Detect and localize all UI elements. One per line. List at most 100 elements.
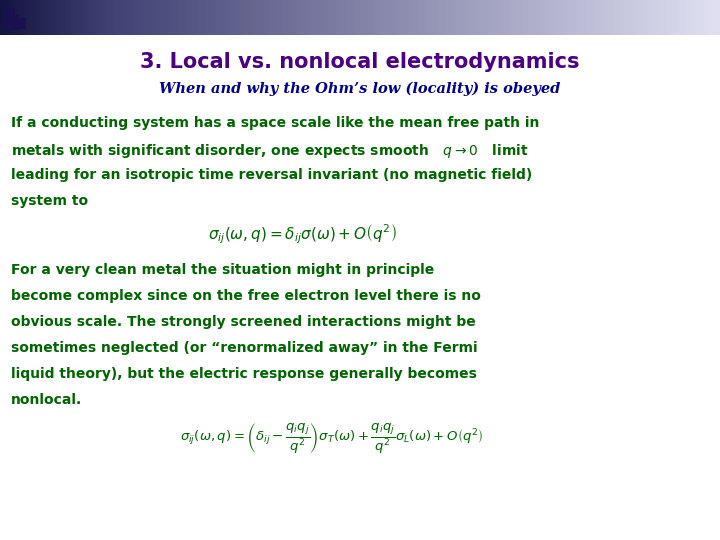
Bar bbox=[607, 0, 611, 35]
Bar bbox=[641, 0, 644, 35]
Bar bbox=[34, 0, 37, 35]
Bar bbox=[413, 0, 416, 35]
Bar bbox=[14, 18, 26, 29]
Bar bbox=[405, 0, 409, 35]
Bar bbox=[504, 0, 507, 35]
Bar bbox=[336, 0, 339, 35]
Bar bbox=[351, 0, 354, 35]
Bar bbox=[60, 0, 63, 35]
Bar bbox=[554, 0, 557, 35]
Bar bbox=[662, 0, 665, 35]
Bar bbox=[317, 0, 320, 35]
Bar bbox=[99, 0, 102, 35]
Bar bbox=[585, 0, 589, 35]
Text: leading for an isotropic time reversal invariant (no magnetic field): leading for an isotropic time reversal i… bbox=[11, 168, 532, 182]
Bar bbox=[9, 0, 13, 35]
Bar bbox=[353, 0, 356, 35]
Text: $\sigma_{ij}(\omega,q) = \delta_{ij}\sigma(\omega) + O\left(q^2\right)$: $\sigma_{ij}(\omega,q) = \delta_{ij}\sig… bbox=[208, 222, 397, 246]
Bar bbox=[365, 0, 368, 35]
Bar bbox=[415, 0, 418, 35]
Bar bbox=[672, 0, 675, 35]
Bar bbox=[653, 0, 656, 35]
Bar bbox=[274, 0, 276, 35]
Bar bbox=[564, 0, 567, 35]
Bar bbox=[675, 0, 678, 35]
Bar bbox=[161, 0, 164, 35]
Bar bbox=[38, 0, 42, 35]
Bar bbox=[156, 0, 159, 35]
Bar bbox=[516, 0, 519, 35]
Bar bbox=[271, 0, 274, 35]
Bar bbox=[110, 0, 114, 35]
Bar bbox=[605, 0, 608, 35]
Bar bbox=[257, 0, 260, 35]
Bar bbox=[629, 0, 632, 35]
Bar bbox=[117, 0, 121, 35]
Bar bbox=[329, 0, 332, 35]
Bar bbox=[636, 0, 639, 35]
Bar bbox=[132, 0, 135, 35]
Bar bbox=[216, 0, 219, 35]
Bar bbox=[598, 0, 600, 35]
Bar bbox=[2, 0, 6, 35]
Bar bbox=[189, 0, 193, 35]
Bar bbox=[31, 0, 35, 35]
Bar bbox=[295, 0, 298, 35]
Bar bbox=[36, 0, 39, 35]
Bar bbox=[377, 0, 380, 35]
Bar bbox=[343, 0, 346, 35]
Bar bbox=[439, 0, 442, 35]
Bar bbox=[4, 15, 19, 30]
Bar bbox=[362, 0, 366, 35]
Bar bbox=[135, 0, 138, 35]
Bar bbox=[549, 0, 553, 35]
Bar bbox=[696, 0, 699, 35]
Text: sometimes neglected (or “renormalized away” in the Fermi: sometimes neglected (or “renormalized aw… bbox=[11, 341, 477, 355]
Bar bbox=[151, 0, 154, 35]
Bar bbox=[588, 0, 591, 35]
Text: liquid theory), but the electric response generally becomes: liquid theory), but the electric respons… bbox=[11, 367, 477, 381]
Bar bbox=[315, 0, 318, 35]
Bar bbox=[307, 0, 310, 35]
Bar bbox=[557, 0, 560, 35]
Bar bbox=[322, 0, 325, 35]
Bar bbox=[499, 0, 503, 35]
Bar bbox=[634, 0, 636, 35]
Bar bbox=[17, 0, 20, 35]
Bar bbox=[538, 0, 541, 35]
Bar bbox=[684, 0, 687, 35]
Bar bbox=[348, 0, 351, 35]
Bar bbox=[333, 0, 337, 35]
Bar bbox=[583, 0, 586, 35]
Bar bbox=[187, 0, 190, 35]
Bar bbox=[643, 0, 647, 35]
Bar bbox=[626, 0, 629, 35]
Bar bbox=[581, 0, 584, 35]
Bar bbox=[562, 0, 564, 35]
Bar bbox=[221, 0, 224, 35]
Bar bbox=[149, 0, 152, 35]
Bar bbox=[67, 0, 71, 35]
Bar bbox=[612, 0, 615, 35]
Text: When and why the Ohm’s low (locality) is obeyed: When and why the Ohm’s low (locality) is… bbox=[159, 82, 561, 96]
Bar bbox=[240, 0, 243, 35]
Bar bbox=[631, 0, 634, 35]
Bar bbox=[0, 0, 3, 35]
Bar bbox=[103, 0, 107, 35]
Bar bbox=[70, 0, 73, 35]
Bar bbox=[331, 0, 334, 35]
Bar bbox=[492, 0, 495, 35]
Bar bbox=[485, 0, 488, 35]
Bar bbox=[703, 0, 706, 35]
Bar bbox=[324, 0, 327, 35]
Bar bbox=[679, 0, 683, 35]
Bar bbox=[595, 0, 598, 35]
Bar bbox=[228, 0, 231, 35]
Bar bbox=[533, 0, 536, 35]
Bar bbox=[106, 0, 109, 35]
Bar bbox=[718, 0, 720, 35]
Bar bbox=[281, 0, 284, 35]
Bar bbox=[379, 0, 382, 35]
Bar bbox=[650, 0, 654, 35]
Bar bbox=[509, 0, 512, 35]
